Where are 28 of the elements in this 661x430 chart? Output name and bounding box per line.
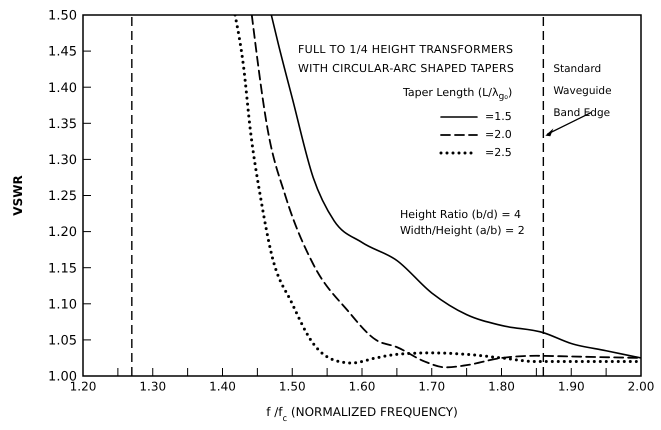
y-tick-label: 1.45 bbox=[48, 44, 77, 60]
x-tick-label: 1.50 bbox=[278, 380, 306, 394]
y-tick-label: 1.40 bbox=[48, 80, 77, 96]
x-tick-label: 1.60 bbox=[348, 380, 376, 394]
legend-label: =2.0 bbox=[485, 128, 512, 142]
y-axis-title: VSWR bbox=[11, 175, 25, 216]
annotation: Height Ratio (b/d) = 4 bbox=[400, 208, 522, 221]
annotation: Width/Height (a/b) = 2 bbox=[400, 224, 525, 237]
x-axis-title: f /f$_{c}$ (NORMALIZED FREQUENCY) bbox=[266, 405, 458, 423]
y-tick-label: 1.15 bbox=[48, 261, 77, 276]
y-tick-label: 1.30 bbox=[48, 153, 77, 168]
y-tick-label: 1.35 bbox=[48, 116, 77, 132]
x-tick-label: 1.30 bbox=[139, 380, 166, 394]
legend-label: =1.5 bbox=[485, 110, 512, 124]
text: FULL TO 1/4 HEIGHT TRANSFORMERS WITH CIRCULAR-ARC SHAPED TAPERS bbox=[298, 42, 516, 77]
y-tick-label: 1.05 bbox=[48, 334, 77, 349]
legend-title: Taper Length (L/λ$_{g₀}$) bbox=[403, 86, 512, 102]
y-tick-label: 1.20 bbox=[48, 225, 77, 240]
y-tick-label: 1.25 bbox=[48, 189, 77, 204]
ref-line-label: Standard Waveguide Band Edge bbox=[553, 62, 613, 122]
y-tick-label: 1.10 bbox=[48, 297, 77, 312]
x-tick-label: 1.80 bbox=[488, 380, 515, 394]
x-tick-label: 1.90 bbox=[558, 380, 585, 394]
legend-label: =2.5 bbox=[485, 146, 512, 160]
x-tick-label: 1.40 bbox=[209, 380, 236, 394]
x-tick-label: 1.70 bbox=[418, 380, 446, 394]
x-tick-label: 2.00 bbox=[628, 380, 654, 394]
y-tick-label: 1.50 bbox=[48, 8, 77, 24]
